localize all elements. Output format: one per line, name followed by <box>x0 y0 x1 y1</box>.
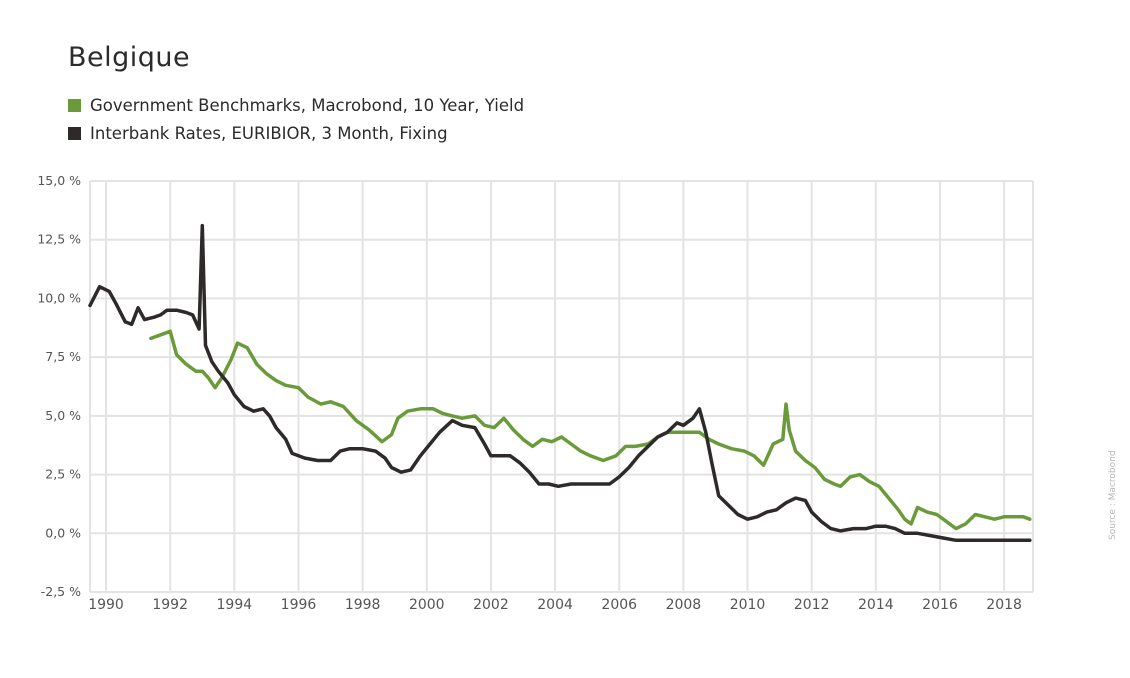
y-tick-label: 2,5 % <box>45 467 81 482</box>
y-tick-label: 10,0 % <box>37 290 81 305</box>
x-tick-label: 2004 <box>537 597 573 613</box>
series-line-interbank-rates <box>88 223 1032 543</box>
legend-label: Interbank Rates, EURIBIOR, 3 Month, Fixi… <box>90 124 448 143</box>
x-tick-label: 2000 <box>409 597 445 613</box>
chart-title: Belgique <box>68 42 191 73</box>
x-tick-label: 2014 <box>858 597 894 613</box>
legend-swatch-green <box>68 99 81 112</box>
x-tick-label: 1992 <box>152 597 188 613</box>
source-note: Source : Macrobond <box>1108 450 1118 540</box>
legend-swatch-black <box>68 127 81 140</box>
y-tick-label: 5,0 % <box>45 408 81 423</box>
legend-item-interbank-rates: Interbank Rates, EURIBIOR, 3 Month, Fixi… <box>68 124 448 143</box>
y-tick-label: 0,0 % <box>45 525 81 540</box>
x-tick-label: 2006 <box>601 597 637 613</box>
x-tick-label: 2018 <box>986 597 1022 613</box>
x-tick-label: 2010 <box>730 597 766 613</box>
x-tick-label: 2016 <box>922 597 958 613</box>
x-tick-label: 1996 <box>281 597 317 613</box>
x-tick-label: 1998 <box>345 597 381 613</box>
x-tick-label: 1994 <box>217 597 253 613</box>
y-tick-label: 7,5 % <box>45 349 81 364</box>
y-tick-label: 12,5 % <box>37 232 81 247</box>
x-tick-label: 1990 <box>88 597 124 613</box>
y-tick-label: -2,5 % <box>41 584 81 599</box>
y-tick-label: 15,0 % <box>37 173 81 188</box>
legend-item-government-benchmarks: Government Benchmarks, Macrobond, 10 Yea… <box>68 96 524 115</box>
x-tick-label: 2002 <box>473 597 509 613</box>
x-tick-label: 2008 <box>666 597 702 613</box>
series-line-government-benchmarks <box>149 329 1032 531</box>
legend-label: Government Benchmarks, Macrobond, 10 Yea… <box>90 96 525 115</box>
x-tick-label: 2012 <box>794 597 830 613</box>
